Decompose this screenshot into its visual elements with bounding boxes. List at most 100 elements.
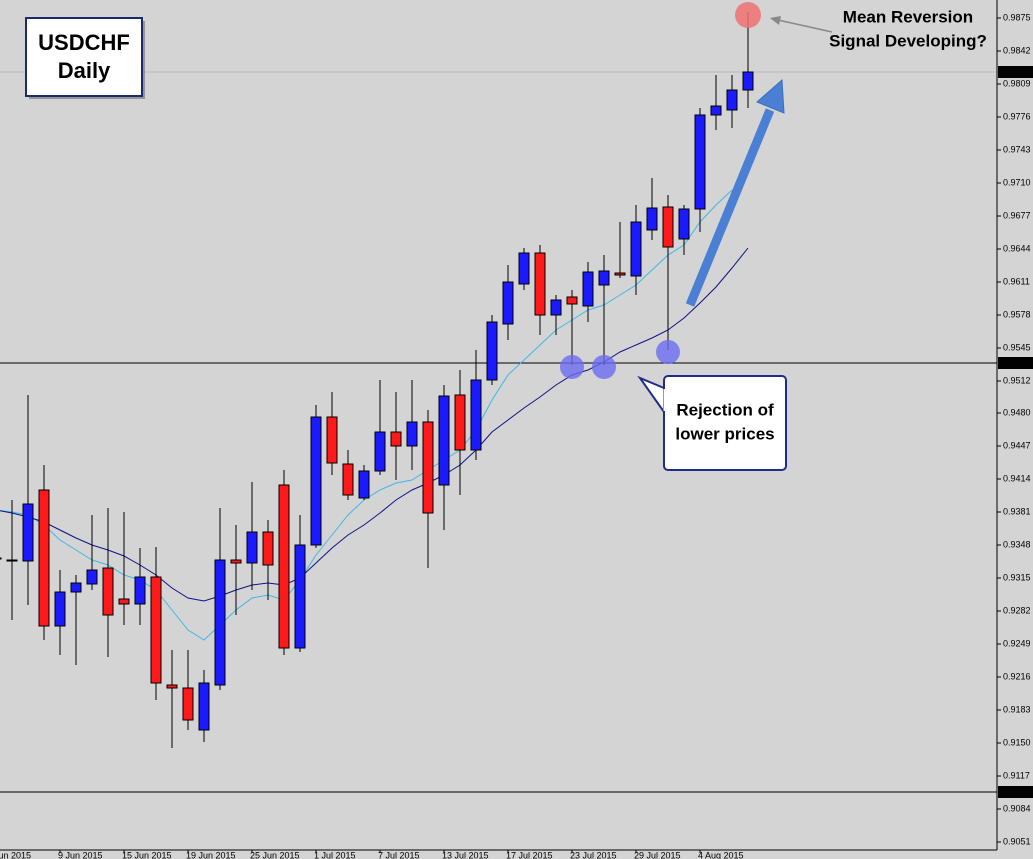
low-highlight — [592, 355, 616, 379]
y-tick-label: 0.9809 — [1003, 78, 1031, 88]
candle-body — [326, 416, 338, 464]
x-tick-label: 29 Jul 2015 — [634, 850, 681, 859]
candle-body — [518, 252, 530, 285]
candle-body — [486, 321, 498, 381]
low-highlight — [560, 355, 584, 379]
callout-text: lower prices — [675, 424, 774, 443]
y-tick-label: 0.9315 — [1003, 572, 1031, 582]
x-tick-label: 17 Jul 2015 — [506, 850, 553, 859]
candle-body — [134, 576, 146, 605]
candle-body — [646, 207, 658, 231]
y-tick-label: 0.9743 — [1003, 144, 1031, 154]
candle-body — [0, 557, 2, 560]
candle-body — [230, 559, 242, 564]
candle-body — [182, 687, 194, 721]
x-tick-label: 9 Jun 2015 — [58, 850, 103, 859]
level-label: 0.9101 — [1001, 786, 1029, 796]
price-box — [998, 357, 1033, 369]
y-tick-label: 0.9381 — [1003, 506, 1031, 516]
y-tick-label: 0.9447 — [1003, 440, 1031, 450]
y-tick-label: 0.9150 — [1003, 737, 1031, 747]
y-tick-label: 0.9776 — [1003, 111, 1031, 121]
title-box — [25, 17, 143, 97]
signal-note: Signal Developing? — [829, 31, 987, 50]
high-highlight — [735, 2, 761, 28]
pointer-arrow — [777, 19, 833, 33]
candle-body — [6, 559, 18, 562]
candle-body — [614, 272, 626, 276]
last-price-label: 0.9821 — [1001, 66, 1029, 76]
candle-body — [390, 431, 402, 447]
moving-average — [0, 247, 749, 602]
candle-body — [454, 394, 466, 451]
candle-body — [278, 484, 290, 649]
y-tick-label: 0.9578 — [1003, 309, 1031, 319]
candle-body — [678, 208, 690, 240]
candle-body — [502, 281, 514, 325]
y-tick-label: 0.9611 — [1003, 276, 1030, 286]
y-tick-label: 0.9677 — [1003, 210, 1031, 220]
trend-arrow-head — [756, 78, 785, 114]
candle-body — [54, 591, 66, 627]
candle-body — [262, 531, 274, 566]
y-tick-label: 0.9216 — [1003, 671, 1031, 681]
y-tick-label: 0.9480 — [1003, 407, 1031, 417]
candle-body — [294, 544, 306, 649]
price-box — [998, 66, 1033, 78]
x-tick-label: 1 Jul 2015 — [314, 850, 356, 859]
candle-body — [246, 531, 258, 564]
candle-body — [310, 416, 322, 546]
y-tick-label: 0.9414 — [1003, 473, 1031, 483]
candle-body — [726, 89, 738, 111]
candle-body — [406, 421, 418, 447]
candle-body — [374, 431, 386, 472]
candle-body — [358, 470, 370, 499]
x-tick-label: Jun 2015 — [0, 850, 31, 859]
candle-body — [198, 682, 210, 731]
y-tick-label: 0.9249 — [1003, 638, 1031, 648]
callout-text: Rejection of — [676, 400, 774, 419]
candle-body — [438, 395, 450, 486]
chart-subtitle: Daily — [58, 58, 111, 83]
plot-area — [0, 12, 997, 793]
y-tick-label: 0.9084 — [1003, 803, 1031, 813]
candle-body — [422, 421, 434, 514]
candle-body — [630, 221, 642, 277]
candle-body — [598, 270, 610, 286]
candle-body — [662, 206, 674, 248]
x-tick-label: 25 Jun 2015 — [250, 850, 300, 859]
price-axis: 0.9875 0.9842 0.9809 0.9776 0.9743 0.9710 0.96… — [0, 12, 1033, 859]
y-tick-label: 0.9710 — [1003, 177, 1031, 187]
y-tick-label: 0.9875 — [1003, 12, 1031, 22]
x-tick-label: 13 Jul 2015 — [442, 850, 489, 859]
x-tick-label: 15 Jun 2015 — [122, 850, 172, 859]
candle-body — [566, 296, 578, 305]
trend-arrow — [685, 108, 775, 307]
signal-note: Mean Reversion — [843, 7, 973, 26]
chart-title: USDCHF — [38, 30, 130, 55]
candle-body — [22, 503, 34, 562]
candle-body — [534, 252, 546, 316]
y-tick-label: 0.9545 — [1003, 342, 1031, 352]
candle-body — [70, 582, 82, 593]
y-tick-label: 0.9644 — [1003, 243, 1031, 253]
pointer-arrow-head — [770, 16, 781, 25]
y-tick-label: 0.9183 — [1003, 704, 1031, 714]
candle-body — [38, 489, 50, 627]
candle-body — [550, 299, 562, 316]
candle-body — [742, 71, 754, 91]
candle-body — [214, 559, 226, 686]
x-tick-label: 7 Jul 2015 — [378, 850, 420, 859]
annotations: USDCHF Daily Mean Reversion Signal Devel… — [25, 2, 987, 471]
price-box — [998, 786, 1033, 798]
candle-body — [102, 567, 114, 616]
candle-body — [694, 114, 706, 210]
candle-body — [150, 576, 162, 684]
candle-body — [710, 105, 722, 116]
candle-body — [118, 598, 130, 605]
callout-box — [663, 375, 787, 471]
candle-body — [86, 569, 98, 585]
